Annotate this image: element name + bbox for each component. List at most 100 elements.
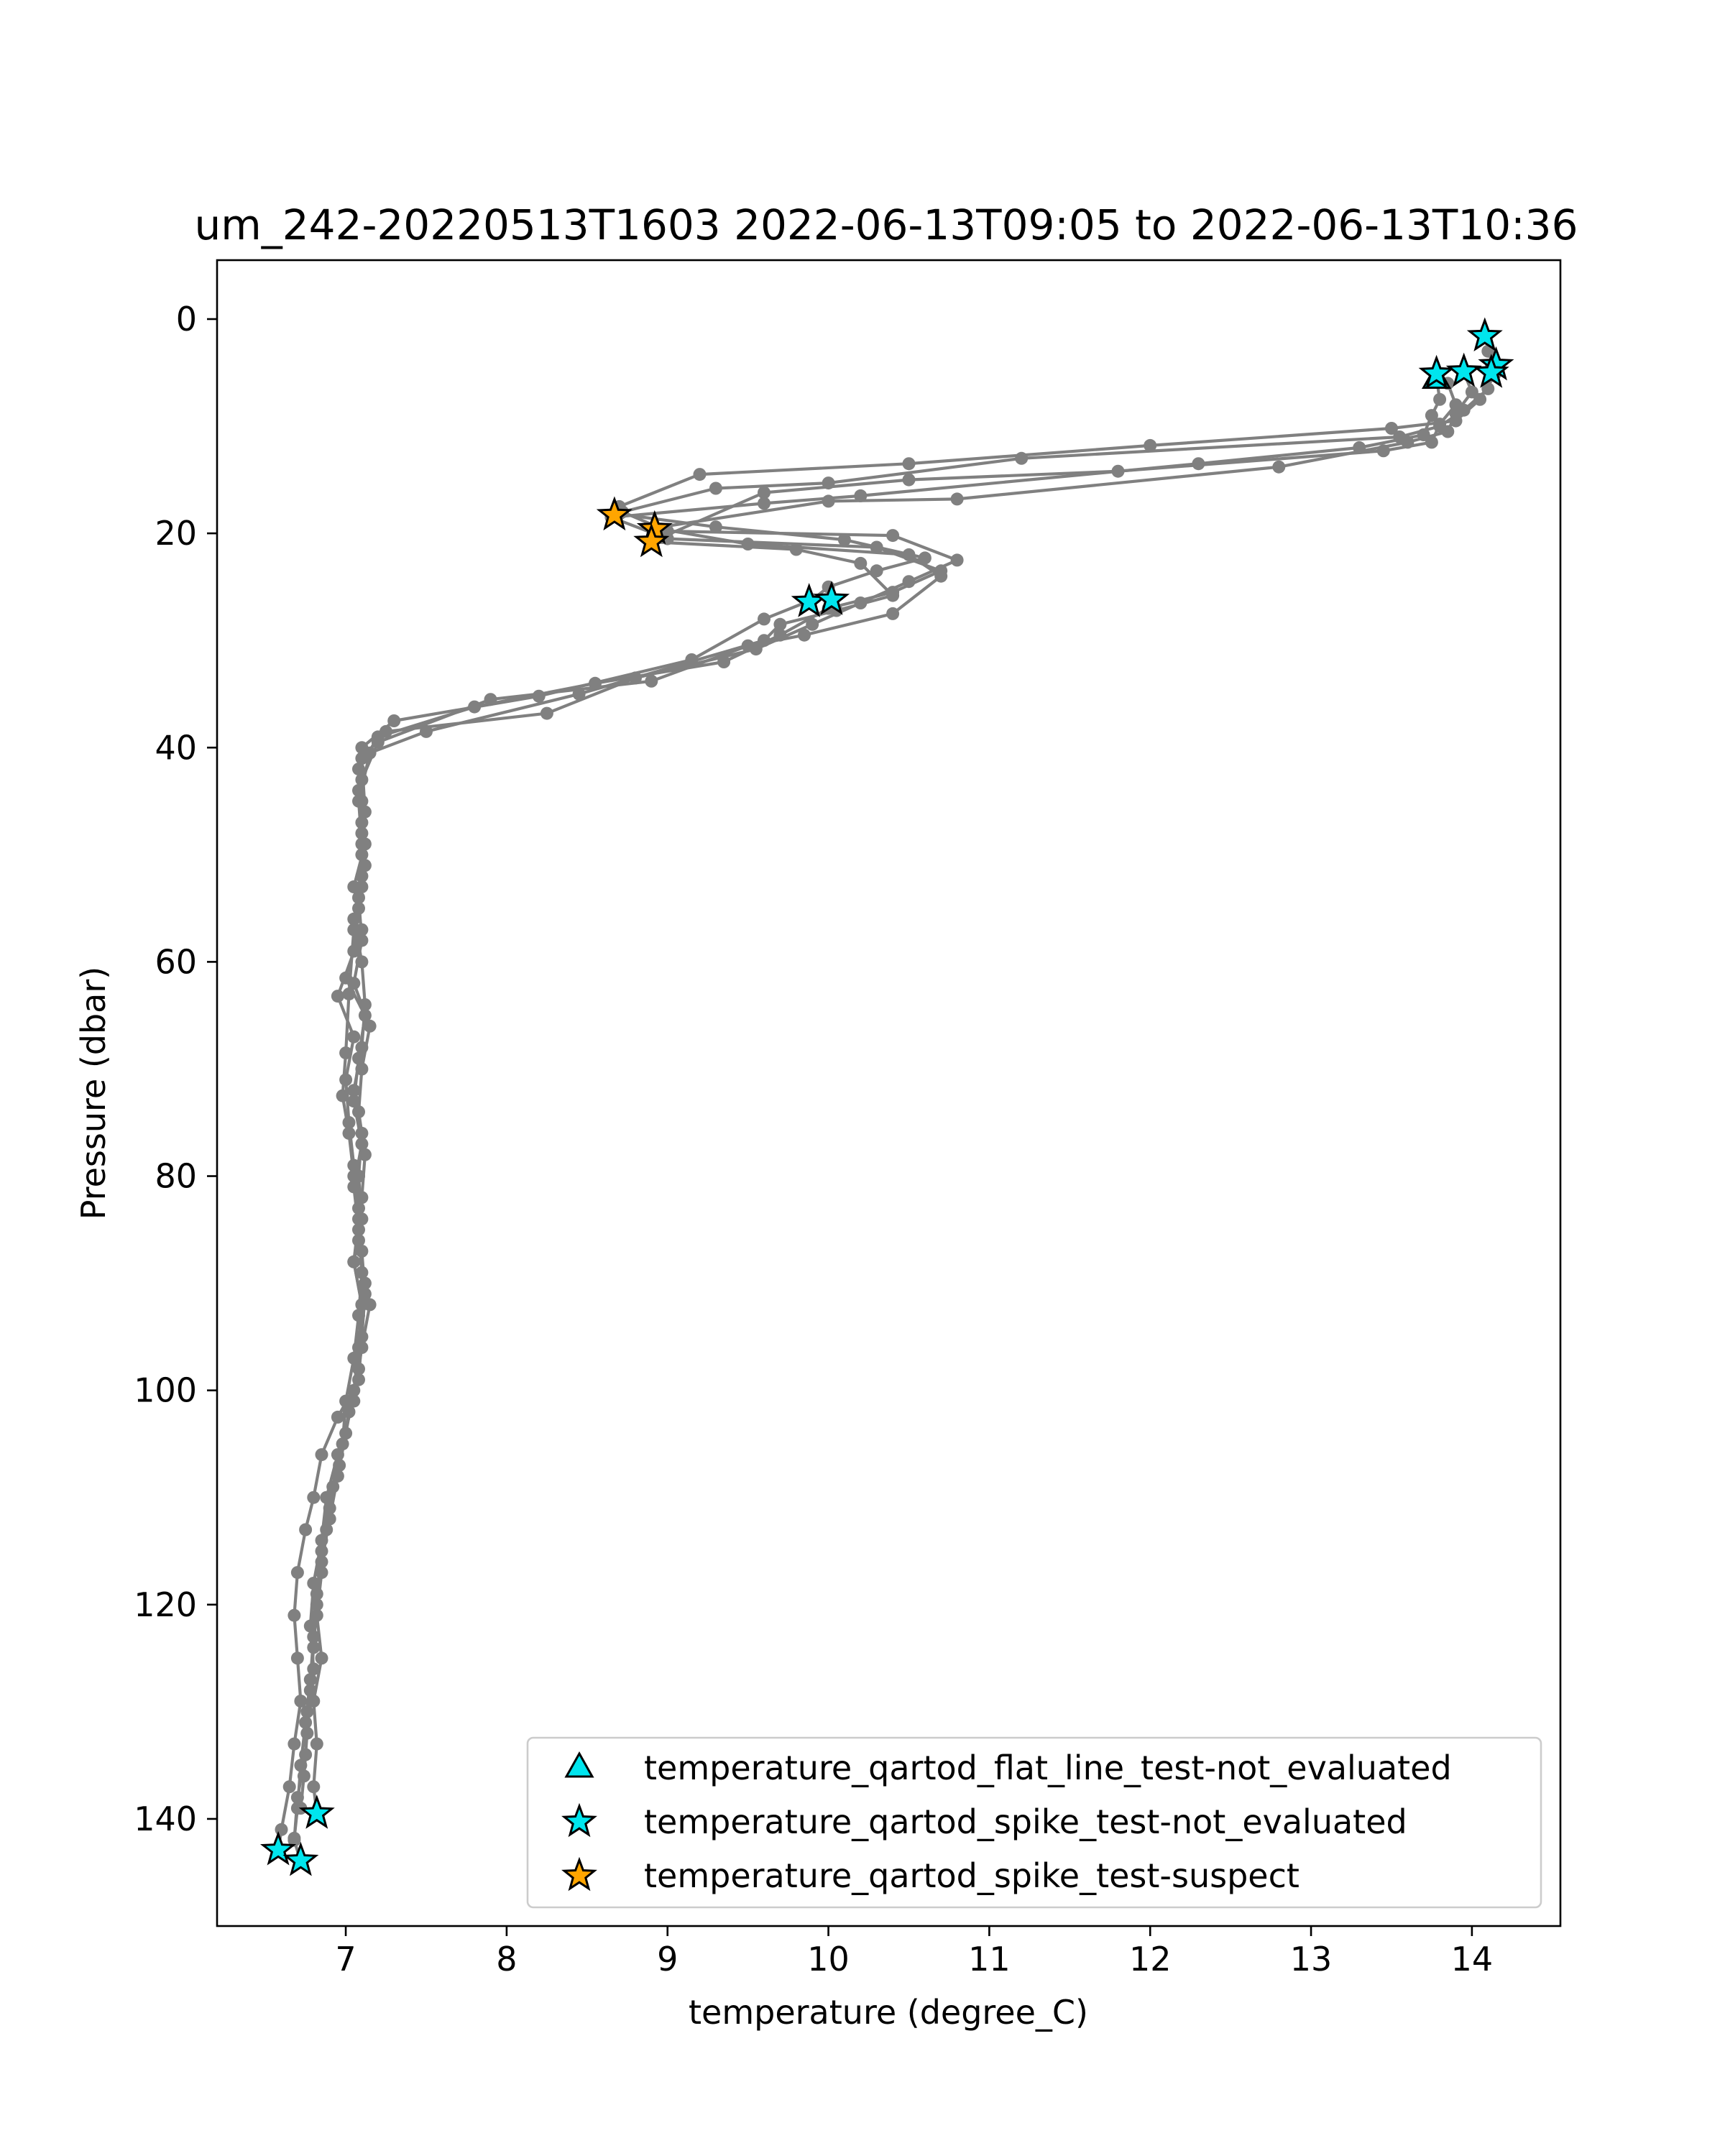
y-tick-label: 140 xyxy=(134,1800,197,1838)
data-point xyxy=(902,548,916,561)
data-point xyxy=(288,1608,301,1622)
data-point xyxy=(342,1405,356,1419)
legend-label-spike-not-evaluated: temperature_qartod_spike_test-not_evalua… xyxy=(644,1802,1407,1841)
legend-label-spike-suspect: temperature_qartod_spike_test-suspect xyxy=(644,1856,1300,1895)
data-point xyxy=(307,1780,321,1794)
data-point xyxy=(342,1126,356,1140)
data-point xyxy=(717,655,731,668)
data-point xyxy=(299,1715,313,1729)
y-tick-label: 40 xyxy=(155,728,197,767)
data-point xyxy=(315,1544,328,1558)
data-point xyxy=(315,1566,328,1580)
data-point xyxy=(303,1673,317,1687)
spike-not-evaluated-marker xyxy=(298,1795,335,1829)
profile-1 xyxy=(294,344,1503,1815)
data-point xyxy=(1144,438,1157,452)
data-point xyxy=(275,1823,288,1836)
data-point xyxy=(331,990,344,1003)
x-tick-label: 9 xyxy=(657,1940,678,1978)
legend-label-flat-line-not-evaluated: temperature_qartod_flat_line_test-not_ev… xyxy=(644,1749,1452,1787)
x-axis-label: temperature (degree_C) xyxy=(689,1993,1088,2032)
data-point xyxy=(709,482,722,495)
data-point xyxy=(352,1212,365,1226)
data-point xyxy=(870,540,883,554)
data-point xyxy=(837,533,851,547)
legend-marker-triangle xyxy=(564,1751,594,1778)
data-point xyxy=(484,693,497,706)
data-point xyxy=(758,634,770,648)
data-point xyxy=(1465,385,1478,399)
data-point xyxy=(1425,409,1438,423)
y-tick-label: 80 xyxy=(155,1157,197,1196)
data-point xyxy=(355,1298,369,1312)
legend: temperature_qartod_flat_line_test-not_ev… xyxy=(526,1736,1542,1909)
data-point xyxy=(294,1695,308,1708)
data-point xyxy=(886,529,900,543)
plot-area xyxy=(260,317,1514,1876)
data-point xyxy=(307,1630,321,1644)
data-point xyxy=(355,1137,369,1151)
data-point xyxy=(339,1394,353,1408)
legend-marker-star-cyan xyxy=(561,1802,597,1838)
data-point xyxy=(294,1759,308,1772)
data-point xyxy=(934,569,948,583)
data-point xyxy=(758,612,770,626)
data-point xyxy=(290,1802,304,1815)
y-tick-label: 100 xyxy=(134,1371,197,1410)
data-point xyxy=(339,1073,353,1087)
spike-not-evaluated-marker xyxy=(260,1830,297,1866)
spike-not-evaluated-marker xyxy=(1445,352,1482,387)
data-point xyxy=(363,1019,377,1033)
x-tick-label: 7 xyxy=(335,1940,356,1978)
data-point xyxy=(1433,392,1447,406)
data-point xyxy=(358,1008,372,1022)
data-point xyxy=(1272,460,1286,474)
data-point xyxy=(950,553,964,567)
x-axis: 7 8 9 10 11 12 13 14 xyxy=(335,1926,1493,1978)
data-point xyxy=(288,1831,301,1845)
data-point xyxy=(693,468,707,482)
x-tick-label: 11 xyxy=(968,1940,1011,1978)
data-point xyxy=(773,617,787,631)
data-point xyxy=(854,489,868,502)
data-point xyxy=(822,494,835,508)
y-axis: 0 20 40 60 80 100 120 140 xyxy=(134,300,217,1838)
legend-frame xyxy=(526,1736,1542,1909)
data-point xyxy=(307,1695,321,1708)
data-point xyxy=(347,1030,361,1044)
data-point xyxy=(307,1491,321,1504)
spike-suspect-marker xyxy=(633,522,670,558)
data-point xyxy=(540,706,553,720)
data-point xyxy=(310,1587,323,1600)
data-point xyxy=(347,1169,361,1183)
data-point xyxy=(645,674,658,688)
data-point xyxy=(333,1459,346,1472)
data-point xyxy=(806,617,819,631)
data-point xyxy=(1449,398,1463,412)
data-point xyxy=(854,556,868,570)
data-point xyxy=(1481,382,1495,395)
data-point xyxy=(1015,451,1029,465)
data-point xyxy=(355,880,369,893)
profile-4 xyxy=(307,366,1478,1820)
data-point xyxy=(352,1051,365,1065)
data-point xyxy=(323,1501,336,1515)
spike-not-evaluated-marker xyxy=(814,581,850,615)
data-point xyxy=(1425,436,1438,449)
data-point xyxy=(758,486,770,499)
spike-not-evaluated-marker xyxy=(791,583,827,617)
data-point xyxy=(709,520,722,534)
data-point xyxy=(339,1046,353,1060)
data-point xyxy=(290,1566,304,1580)
data-point xyxy=(950,492,964,506)
data-point xyxy=(1385,422,1398,435)
data-point xyxy=(355,837,369,851)
y-axis-label: Pressure (dbar) xyxy=(74,967,113,1220)
qc-flag-markers xyxy=(260,317,1514,1876)
x-tick-label: 13 xyxy=(1290,1940,1333,1978)
profile-line xyxy=(293,382,1458,1839)
profile-line xyxy=(299,350,1498,1809)
data-point xyxy=(1111,464,1125,478)
data-point xyxy=(299,1523,313,1537)
